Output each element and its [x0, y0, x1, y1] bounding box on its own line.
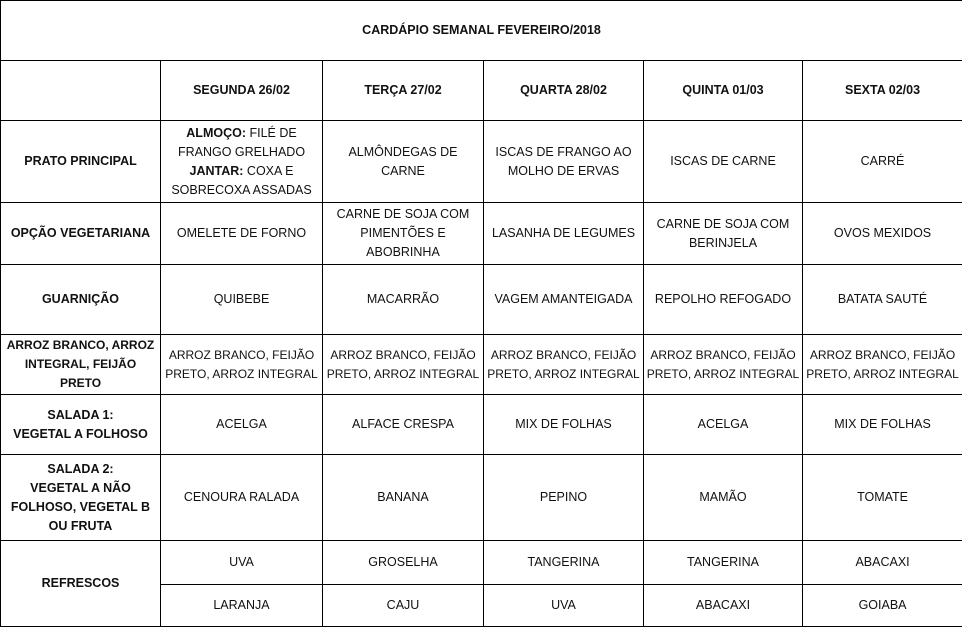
table-row: GUARNIÇÃO QUIBEBE MACARRÃO VAGEM AMANTEI… — [1, 265, 962, 335]
table-row: PRATO PRINCIPAL ALMOÇO: FILÉ DE FRANGO G… — [1, 121, 962, 203]
row-label: ARROZ BRANCO, ARROZ INTEGRAL, FEIJÃO PRE… — [1, 335, 161, 395]
menu-cell: ABACAXI — [644, 585, 803, 627]
table-row: SALADA 2: VEGETAL A NÃO FOLHOSO, VEGETAL… — [1, 455, 962, 541]
menu-cell: CENOURA RALADA — [161, 455, 323, 541]
menu-cell: LASANHA DE LEGUMES — [484, 203, 644, 265]
menu-cell: MIX DE FOLHAS — [484, 395, 644, 455]
lunch-label: ALMOÇO: — [186, 126, 246, 140]
row-label: SALADA 1: VEGETAL A FOLHOSO — [1, 395, 161, 455]
menu-cell: ACELGA — [161, 395, 323, 455]
menu-cell: BANANA — [323, 455, 484, 541]
menu-cell: GROSELHA — [323, 541, 484, 585]
menu-cell: TOMATE — [803, 455, 962, 541]
menu-cell: PEPINO — [484, 455, 644, 541]
menu-cell: ALFACE CRESPA — [323, 395, 484, 455]
day-header: SEGUNDA 26/02 — [161, 61, 323, 121]
day-header: TERÇA 27/02 — [323, 61, 484, 121]
menu-cell: ARROZ BRANCO, FEIJÃO PRETO, ARROZ INTEGR… — [484, 335, 644, 395]
menu-cell: MACARRÃO — [323, 265, 484, 335]
row-label: PRATO PRINCIPAL — [1, 121, 161, 203]
table-row: OPÇÃO VEGETARIANA OMELETE DE FORNO CARNE… — [1, 203, 962, 265]
menu-cell: ISCAS DE CARNE — [644, 121, 803, 203]
menu-cell: BATATA SAUTÉ — [803, 265, 962, 335]
corner-cell — [1, 61, 161, 121]
menu-cell: REPOLHO REFOGADO — [644, 265, 803, 335]
menu-cell: OMELETE DE FORNO — [161, 203, 323, 265]
menu-cell: UVA — [484, 585, 644, 627]
menu-cell: ARROZ BRANCO, FEIJÃO PRETO, ARROZ INTEGR… — [803, 335, 962, 395]
menu-cell: GOIABA — [803, 585, 962, 627]
row-label: SALADA 2: VEGETAL A NÃO FOLHOSO, VEGETAL… — [1, 455, 161, 541]
row-label: REFRESCOS — [1, 541, 161, 627]
menu-cell: MIX DE FOLHAS — [803, 395, 962, 455]
menu-cell: UVA — [161, 541, 323, 585]
menu-cell: ISCAS DE FRANGO AO MOLHO DE ERVAS — [484, 121, 644, 203]
menu-cell: OVOS MEXIDOS — [803, 203, 962, 265]
menu-cell: CARNE DE SOJA COM PIMENTÕES E ABOBRINHA — [323, 203, 484, 265]
menu-cell: ABACAXI — [803, 541, 962, 585]
row-label: OPÇÃO VEGETARIANA — [1, 203, 161, 265]
row-label: GUARNIÇÃO — [1, 265, 161, 335]
table-row: REFRESCOS UVA GROSELHA TANGERINA TANGERI… — [1, 541, 962, 585]
day-header: QUINTA 01/03 — [644, 61, 803, 121]
day-header: QUARTA 28/02 — [484, 61, 644, 121]
menu-cell: ARROZ BRANCO, FEIJÃO PRETO, ARROZ INTEGR… — [323, 335, 484, 395]
menu-cell: ACELGA — [644, 395, 803, 455]
table-row: SALADA 1: VEGETAL A FOLHOSO ACELGA ALFAC… — [1, 395, 962, 455]
table-row: ARROZ BRANCO, ARROZ INTEGRAL, FEIJÃO PRE… — [1, 335, 962, 395]
menu-cell: LARANJA — [161, 585, 323, 627]
menu-cell: CAJU — [323, 585, 484, 627]
menu-cell: ARROZ BRANCO, FEIJÃO PRETO, ARROZ INTEGR… — [161, 335, 323, 395]
menu-cell: ALMÔNDEGAS DE CARNE — [323, 121, 484, 203]
menu-title: CARDÁPIO SEMANAL FEVEREIRO/2018 — [1, 1, 962, 61]
menu-cell: MAMÃO — [644, 455, 803, 541]
menu-cell: CARNE DE SOJA COM BERINJELA — [644, 203, 803, 265]
menu-cell: QUIBEBE — [161, 265, 323, 335]
menu-cell: VAGEM AMANTEIGADA — [484, 265, 644, 335]
header-row: SEGUNDA 26/02 TERÇA 27/02 QUARTA 28/02 Q… — [1, 61, 962, 121]
menu-cell: ARROZ BRANCO, FEIJÃO PRETO, ARROZ INTEGR… — [644, 335, 803, 395]
menu-cell: TANGERINA — [484, 541, 644, 585]
menu-cell: CARRÉ — [803, 121, 962, 203]
menu-cell: TANGERINA — [644, 541, 803, 585]
dinner-label: JANTAR: — [190, 164, 244, 178]
day-header: SEXTA 02/03 — [803, 61, 962, 121]
